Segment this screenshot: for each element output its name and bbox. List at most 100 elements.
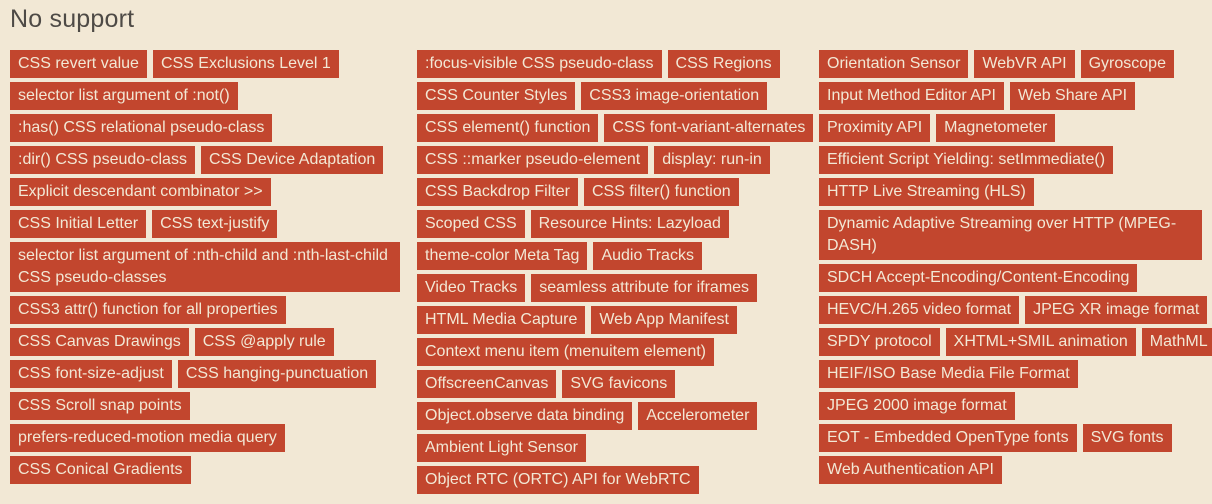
tag-row: Dynamic Adaptive Streaming over HTTP (MP… xyxy=(819,210,1202,260)
feature-tag[interactable]: Efficient Script Yielding: setImmediate(… xyxy=(819,146,1114,174)
tag-row: CSS Scroll snap points xyxy=(10,392,400,420)
feature-tag[interactable]: Web App Manifest xyxy=(591,306,737,334)
feature-tag[interactable]: CSS text-justify xyxy=(152,210,278,238)
feature-tag[interactable]: CSS font-size-adjust xyxy=(10,360,172,388)
feature-tag[interactable]: JPEG XR image format xyxy=(1025,296,1208,324)
feature-tag[interactable]: Magnetometer xyxy=(936,114,1056,142)
tag-row: EOT - Embedded OpenType fonts SVG fonts xyxy=(819,424,1202,452)
tag-row: Context menu item (menuitem element) xyxy=(417,338,807,366)
tag-row: Efficient Script Yielding: setImmediate(… xyxy=(819,146,1202,174)
tag-row: selector list argument of :nth-child and… xyxy=(10,242,400,292)
feature-tag[interactable]: CSS Exclusions Level 1 xyxy=(152,50,339,78)
tag-column-3: Orientation Sensor WebVR API Gyroscope Inpu… xyxy=(819,50,1212,488)
feature-tag[interactable]: CSS ::marker pseudo-element xyxy=(417,146,649,174)
tag-row: CSS ::marker pseudo-element display: run-… xyxy=(417,146,807,174)
tag-row: :has() CSS relational pseudo-class xyxy=(10,114,400,142)
feature-tag[interactable]: JPEG 2000 image format xyxy=(819,392,1015,420)
feature-tag[interactable]: Input Method Editor API xyxy=(819,82,1004,110)
feature-tag[interactable]: CSS Initial Letter xyxy=(10,210,147,238)
feature-tag[interactable]: EOT - Embedded OpenType fonts xyxy=(819,424,1077,452)
feature-tag[interactable]: CSS3 attr() function for all properties xyxy=(10,296,286,324)
feature-tag[interactable]: SDCH Accept-Encoding/Content-Encoding xyxy=(819,264,1138,292)
feature-tag[interactable]: CSS revert value xyxy=(10,50,147,78)
feature-tag[interactable]: CSS Backdrop Filter xyxy=(417,178,578,206)
feature-tag[interactable]: Video Tracks xyxy=(417,274,526,302)
feature-tag[interactable]: Audio Tracks xyxy=(593,242,702,270)
feature-tag[interactable]: Orientation Sensor xyxy=(819,50,969,78)
tag-row: Web Authentication API xyxy=(819,456,1202,484)
tag-row: Scoped CSS Resource Hints: Lazyload xyxy=(417,210,807,238)
feature-tag[interactable]: CSS Counter Styles xyxy=(417,82,576,110)
feature-tag[interactable]: CSS element() function xyxy=(417,114,599,142)
feature-tag[interactable]: XHTML+SMIL animation xyxy=(945,328,1136,356)
feature-tag[interactable]: Object RTC (ORTC) API for WebRTC xyxy=(417,466,699,494)
tag-row: theme-color Meta Tag Audio Tracks xyxy=(417,242,807,270)
tag-row: Input Method Editor API Web Share API xyxy=(819,82,1202,110)
feature-tag[interactable]: SVG fonts xyxy=(1082,424,1172,452)
feature-tag[interactable]: Proximity API xyxy=(819,114,931,142)
section-title: No support xyxy=(10,5,135,33)
feature-tag[interactable]: theme-color Meta Tag xyxy=(417,242,588,270)
tag-row: selector list argument of :not() xyxy=(10,82,400,110)
feature-tag[interactable]: Ambient Light Sensor xyxy=(417,434,586,462)
feature-tag[interactable]: SPDY protocol xyxy=(819,328,940,356)
tag-row: CSS Counter Styles CSS3 image-orientation xyxy=(417,82,807,110)
tag-row: HTML Media Capture Web App Manifest xyxy=(417,306,807,334)
feature-tag[interactable]: CSS filter() function xyxy=(583,178,739,206)
feature-tag[interactable]: Dynamic Adaptive Streaming over HTTP (MP… xyxy=(819,210,1202,260)
feature-tag[interactable]: CSS Canvas Drawings xyxy=(10,328,189,356)
tag-column-1: CSS revert value CSS Exclusions Level 1 se… xyxy=(10,50,400,488)
feature-tag[interactable]: :has() CSS relational pseudo-class xyxy=(10,114,273,142)
feature-tag[interactable]: selector list argument of :nth-child and… xyxy=(10,242,400,292)
feature-tag[interactable]: MathML xyxy=(1141,328,1212,356)
tag-row: Proximity API Magnetometer xyxy=(819,114,1202,142)
feature-tag[interactable]: Accelerometer xyxy=(638,402,758,430)
feature-tag[interactable]: Web Share API xyxy=(1010,82,1136,110)
tag-column-2: :focus-visible CSS pseudo-class CSS Regio… xyxy=(417,50,814,498)
tag-row: HEVC/H.265 video format JPEG XR image for… xyxy=(819,296,1208,324)
feature-tag[interactable]: display: run-in xyxy=(654,146,770,174)
feature-tag[interactable]: HEVC/H.265 video format xyxy=(819,296,1020,324)
tag-row: :focus-visible CSS pseudo-class CSS Regio… xyxy=(417,50,807,78)
feature-tag[interactable]: CSS hanging-punctuation xyxy=(177,360,377,388)
tag-row: Object.observe data binding Accelerometer xyxy=(417,402,807,430)
feature-tag[interactable]: Context menu item (menuitem element) xyxy=(417,338,714,366)
feature-tag[interactable]: CSS Scroll snap points xyxy=(10,392,190,420)
feature-tag[interactable]: selector list argument of :not() xyxy=(10,82,238,110)
tag-row: CSS Initial Letter CSS text-justify xyxy=(10,210,400,238)
feature-tag[interactable]: SVG favicons xyxy=(562,370,676,398)
feature-tag[interactable]: CSS font-variant-alternates xyxy=(604,114,814,142)
tag-row: SPDY protocol XHTML+SMIL animation MathML xyxy=(819,328,1212,356)
feature-tag[interactable]: Object.observe data binding xyxy=(417,402,633,430)
feature-tag[interactable]: CSS Conical Gradients xyxy=(10,456,191,484)
tag-row: CSS element() function CSS font-variant-a… xyxy=(417,114,814,142)
feature-tag[interactable]: :focus-visible CSS pseudo-class xyxy=(417,50,662,78)
feature-tag[interactable]: :dir() CSS pseudo-class xyxy=(10,146,195,174)
feature-tag[interactable]: OffscreenCanvas xyxy=(417,370,557,398)
feature-tag[interactable]: seamless attribute for iframes xyxy=(531,274,758,302)
feature-tag[interactable]: CSS @apply rule xyxy=(194,328,334,356)
feature-tag[interactable]: Web Authentication API xyxy=(819,456,1002,484)
tag-row: Object RTC (ORTC) API for WebRTC xyxy=(417,466,807,494)
tag-row: CSS Canvas Drawings CSS @apply rule xyxy=(10,328,400,356)
feature-tag[interactable]: Scoped CSS xyxy=(417,210,525,238)
feature-tag[interactable]: CSS Device Adaptation xyxy=(200,146,384,174)
tag-row: HTTP Live Streaming (HLS) xyxy=(819,178,1202,206)
feature-tag[interactable]: HTML Media Capture xyxy=(417,306,586,334)
tag-row: CSS revert value CSS Exclusions Level 1 xyxy=(10,50,400,78)
tag-row: CSS Backdrop Filter CSS filter() function xyxy=(417,178,807,206)
tag-row: Orientation Sensor WebVR API Gyroscope xyxy=(819,50,1202,78)
feature-tag[interactable]: HTTP Live Streaming (HLS) xyxy=(819,178,1034,206)
tag-row: Ambient Light Sensor xyxy=(417,434,807,462)
feature-tag[interactable]: prefers-reduced-motion media query xyxy=(10,424,285,452)
feature-tag[interactable]: Gyroscope xyxy=(1080,50,1174,78)
tag-row: prefers-reduced-motion media query xyxy=(10,424,400,452)
feature-tag[interactable]: CSS Regions xyxy=(667,50,780,78)
feature-tag[interactable]: CSS3 image-orientation xyxy=(581,82,768,110)
feature-tag[interactable]: Explicit descendant combinator >> xyxy=(10,178,271,206)
tag-row: Explicit descendant combinator >> xyxy=(10,178,400,206)
feature-tag[interactable]: HEIF/ISO Base Media File Format xyxy=(819,360,1078,388)
feature-tag[interactable]: WebVR API xyxy=(974,50,1075,78)
feature-tag[interactable]: Resource Hints: Lazyload xyxy=(530,210,729,238)
